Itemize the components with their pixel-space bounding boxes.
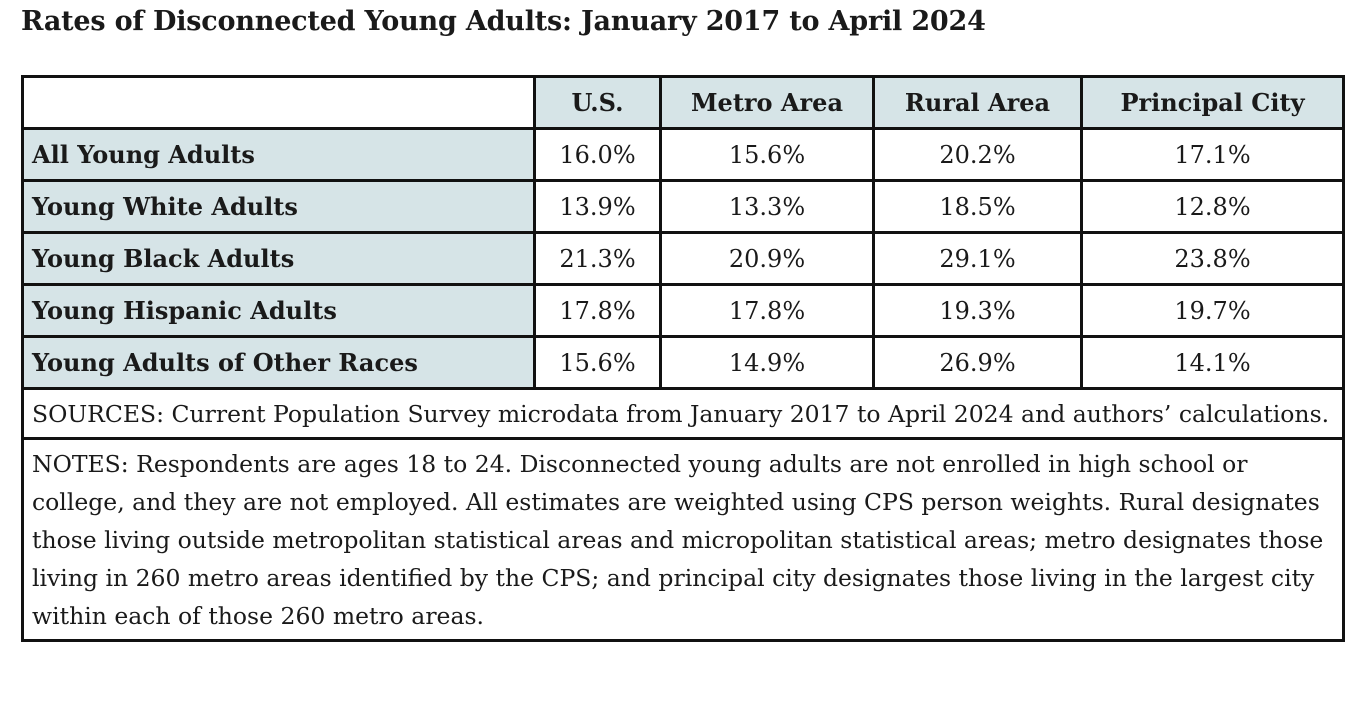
cell-value-rural-area: 20.2% xyxy=(872,127,1083,182)
cell-value-metro-area: 17.8% xyxy=(659,283,875,338)
header-row: U.S. Metro Area Rural Area Principal Cit… xyxy=(21,75,1345,130)
cell-value-rural-area: 18.5% xyxy=(872,179,1083,234)
cell-value-us: 21.3% xyxy=(533,231,662,286)
disconnected-young-adults-table: U.S. Metro Area Rural Area Principal Cit… xyxy=(21,75,1345,642)
row-label: All Young Adults xyxy=(21,127,536,182)
cell-value-rural-area: 19.3% xyxy=(872,283,1083,338)
row-label: Young White Adults xyxy=(21,179,536,234)
cell-value-principal-city: 23.8% xyxy=(1080,231,1345,286)
table-row-all-young-adults: All Young Adults 16.0% 15.6% 20.2% 17.1% xyxy=(21,127,1345,182)
cell-value-metro-area: 13.3% xyxy=(659,179,875,234)
cell-value-us: 13.9% xyxy=(533,179,662,234)
cell-value-us: 16.0% xyxy=(533,127,662,182)
cell-value-rural-area: 26.9% xyxy=(872,335,1083,390)
cell-value-metro-area: 20.9% xyxy=(659,231,875,286)
cell-value-rural-area: 29.1% xyxy=(872,231,1083,286)
table-row-young-white-adults: Young White Adults 13.9% 13.3% 18.5% 12.… xyxy=(21,179,1345,234)
column-header-us: U.S. xyxy=(533,75,662,130)
row-label: Young Black Adults xyxy=(21,231,536,286)
sources-note: SOURCES: Current Population Survey micro… xyxy=(21,387,1345,440)
cell-value-principal-city: 14.1% xyxy=(1080,335,1345,390)
cell-value-principal-city: 17.1% xyxy=(1080,127,1345,182)
cell-value-principal-city: 19.7% xyxy=(1080,283,1345,338)
column-header-metro-area: Metro Area xyxy=(659,75,875,130)
column-header-principal-city: Principal City xyxy=(1080,75,1345,130)
table-row-young-hispanic-adults: Young Hispanic Adults 17.8% 17.8% 19.3% … xyxy=(21,283,1345,338)
row-label: Young Adults of Other Races xyxy=(21,335,536,390)
cell-value-metro-area: 14.9% xyxy=(659,335,875,390)
notes-text: NOTES: Respondents are ages 18 to 24. Di… xyxy=(21,437,1345,642)
table-row-young-adults-other-races: Young Adults of Other Races 15.6% 14.9% … xyxy=(21,335,1345,390)
row-label: Young Hispanic Adults xyxy=(21,283,536,338)
column-header-rural-area: Rural Area xyxy=(872,75,1083,130)
notes-row: NOTES: Respondents are ages 18 to 24. Di… xyxy=(21,437,1345,642)
table-row-young-black-adults: Young Black Adults 21.3% 20.9% 29.1% 23.… xyxy=(21,231,1345,286)
cell-value-us: 17.8% xyxy=(533,283,662,338)
table-title: Rates of Disconnected Young Adults: Janu… xyxy=(21,6,986,37)
sources-row: SOURCES: Current Population Survey micro… xyxy=(21,387,1345,440)
cell-value-principal-city: 12.8% xyxy=(1080,179,1345,234)
header-corner-cell xyxy=(21,75,536,130)
cell-value-us: 15.6% xyxy=(533,335,662,390)
cell-value-metro-area: 15.6% xyxy=(659,127,875,182)
